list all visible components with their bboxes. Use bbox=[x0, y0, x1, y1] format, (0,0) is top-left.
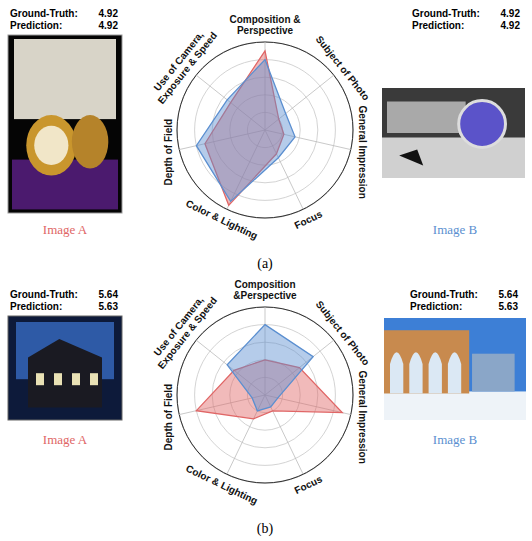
score-label: Ground-Truth: bbox=[10, 8, 78, 19]
image-label: Image A bbox=[43, 432, 88, 447]
outer-ring bbox=[177, 42, 353, 218]
axis-label: Depth of Field bbox=[163, 119, 174, 186]
axis-label: Color & Lighting bbox=[184, 198, 259, 242]
axis-label: Composition &Perspective bbox=[229, 14, 300, 36]
score-label: Prediction: bbox=[410, 301, 462, 312]
series-group bbox=[196, 51, 295, 206]
grid-ring bbox=[195, 60, 336, 201]
score-label: Prediction: bbox=[10, 301, 62, 312]
panel: Composition&PerspectiveSubject of PhotoG… bbox=[8, 279, 526, 537]
score-bg bbox=[408, 287, 522, 314]
score-bg bbox=[8, 287, 122, 314]
image-label: Image A bbox=[43, 222, 88, 237]
axis-label: Color & Lighting bbox=[184, 463, 259, 507]
photo bbox=[8, 35, 122, 213]
axis-label: General Impression bbox=[357, 105, 368, 198]
score-box: Ground-Truth: 5.64 Prediction: 5.63 bbox=[408, 287, 522, 314]
score-value: 5.64 bbox=[99, 289, 119, 300]
axis-label: General Impression bbox=[357, 370, 368, 463]
radar-area bbox=[227, 325, 313, 411]
caption: (a) bbox=[257, 256, 273, 272]
axis-label: Subject of Photo bbox=[314, 34, 372, 103]
image-label: Image B bbox=[433, 432, 478, 447]
grid-ring bbox=[177, 42, 353, 218]
score-value: 4.92 bbox=[501, 8, 521, 19]
caption: (b) bbox=[257, 521, 274, 537]
score-label: Ground-Truth: bbox=[10, 289, 78, 300]
score-label: Ground-Truth: bbox=[412, 8, 480, 19]
radar-area bbox=[196, 60, 295, 202]
grid-ring bbox=[177, 307, 353, 483]
photo bbox=[8, 316, 122, 420]
score-bg bbox=[8, 6, 122, 33]
axis-label: Use of Camera,Exposure & Speed bbox=[147, 288, 219, 371]
score-label: Prediction: bbox=[412, 20, 464, 31]
figure: Composition &Perspective Subject of Photo… bbox=[0, 0, 532, 541]
score-value: 5.63 bbox=[99, 301, 119, 312]
outer-ring bbox=[177, 307, 353, 483]
photo bbox=[382, 88, 525, 178]
panel: Composition &Perspective Subject of Photo… bbox=[8, 6, 525, 272]
score-box: Ground-Truth: 4.92 Prediction: 4.92 bbox=[410, 6, 524, 33]
score-label: Ground-Truth: bbox=[410, 289, 478, 300]
axis-label: Subject of Photo bbox=[314, 299, 372, 368]
score-value: 4.92 bbox=[99, 8, 119, 19]
axis-label: Depth of Field bbox=[163, 384, 174, 451]
score-label: Prediction: bbox=[10, 20, 62, 31]
photo bbox=[384, 318, 526, 420]
score-box: Ground-Truth: 5.64 Prediction: 5.63 bbox=[8, 287, 122, 314]
score-value: 5.63 bbox=[499, 301, 519, 312]
axis-label: Focus bbox=[293, 473, 325, 496]
score-value: 4.92 bbox=[501, 20, 521, 31]
score-value: 5.64 bbox=[499, 289, 519, 300]
axis-label: Use of Camera,Exposure & Speed bbox=[147, 23, 219, 106]
score-bg bbox=[410, 6, 524, 33]
series-group bbox=[196, 325, 342, 419]
image-label: Image B bbox=[433, 222, 478, 237]
score-value: 4.92 bbox=[99, 20, 119, 31]
axis-label: Focus bbox=[293, 208, 325, 231]
score-box: Ground-Truth: 4.92 Prediction: 4.92 bbox=[8, 6, 122, 33]
axis-label: Composition&Perspective bbox=[233, 279, 297, 301]
